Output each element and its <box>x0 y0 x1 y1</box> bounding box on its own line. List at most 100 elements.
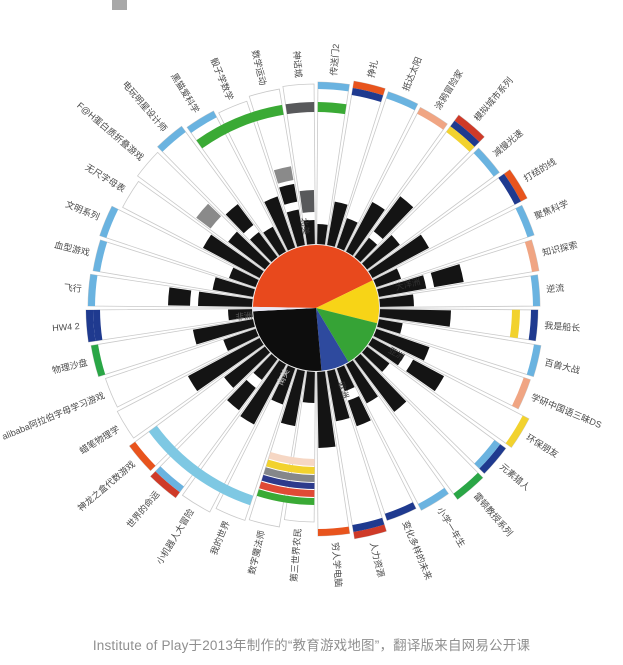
spoke-cap <box>498 173 521 205</box>
spoke-bar <box>368 234 430 278</box>
spoke-label: 元素猎人 <box>498 461 533 493</box>
spoke-bar <box>327 369 350 422</box>
game-spoke <box>248 88 306 248</box>
spoke-bar <box>202 234 264 278</box>
pie-slice <box>253 306 316 312</box>
spoke-label: HW4 2 <box>52 321 80 333</box>
spoke-cap <box>454 115 485 142</box>
spoke-label: 减慢光速 <box>490 127 525 159</box>
spoke-cap <box>450 120 480 147</box>
spoke-cap <box>352 517 385 532</box>
spoke-label: 知识探索 <box>541 239 579 258</box>
spoke-label: 逆流 <box>546 282 565 294</box>
spoke-cap <box>474 440 501 469</box>
spoke-bar <box>273 166 294 184</box>
spoke-bar <box>303 220 315 245</box>
spoke-label: 环保朋友 <box>524 431 560 459</box>
spoke-label: 文明系列 <box>64 198 101 222</box>
spoke-bar <box>362 346 390 372</box>
spoke-bar <box>192 319 255 345</box>
pie-slice <box>316 280 380 324</box>
spoke-bar <box>317 371 336 448</box>
spoke-label: 血型游戏 <box>53 239 91 258</box>
spoke-label: 小机器人大冒险 <box>154 507 196 566</box>
spoke-bar <box>223 328 259 351</box>
spoke-cap <box>317 82 350 92</box>
spoke-bar <box>228 231 270 270</box>
spoke-label: 电玩明星设计师 <box>120 79 169 134</box>
spoke-cap <box>511 377 531 409</box>
spoke-label: 黑猫爱科学 <box>169 71 202 115</box>
spoke-label: 无尺字母表 <box>83 161 127 194</box>
spoke-cap <box>129 441 156 471</box>
spoke-bar <box>373 196 414 239</box>
spoke-label: 涂鸦冒险家 <box>432 67 465 111</box>
spoke-bar <box>212 277 255 297</box>
spoke-bar <box>354 354 407 412</box>
spoke-bar <box>368 338 405 366</box>
spoke-label: 学研中国语三昧DS <box>530 391 604 430</box>
spoke-cap <box>479 444 506 474</box>
spoke-label: 聚焦科学 <box>532 197 569 221</box>
spoke-cap <box>317 526 350 536</box>
spoke-bar <box>373 268 402 288</box>
color-band <box>317 102 347 115</box>
spoke-label: 骰子学数学 <box>209 56 236 102</box>
spoke-bar <box>346 360 378 404</box>
spoke-label: 抵达太阳 <box>400 55 424 92</box>
spoke-cap <box>353 524 387 539</box>
spoke-cap <box>515 205 535 238</box>
color-band <box>266 459 315 474</box>
color-band <box>261 474 315 489</box>
spoke-label: 挣扎 <box>365 58 380 78</box>
spoke-cap <box>93 309 103 341</box>
game-spoke <box>104 327 260 408</box>
spoke-label: 变化多样的未来 <box>400 519 434 581</box>
spoke-label: 打结的线 <box>521 156 557 184</box>
spoke-cap <box>530 274 540 307</box>
spoke-cap <box>505 415 529 448</box>
spoke-label: 模拟城市系列 <box>471 75 514 123</box>
spoke-cap <box>88 274 98 307</box>
spoke-bar <box>198 291 253 307</box>
spoke-label: 世界的命运 <box>124 488 162 529</box>
spoke-label: 神话城 <box>291 50 304 78</box>
pie-slice <box>253 308 322 371</box>
spoke-bar <box>299 190 315 213</box>
spoke-bar <box>250 232 278 262</box>
color-band <box>268 452 315 466</box>
spoke-cap <box>91 344 106 377</box>
spoke-bar <box>187 338 264 392</box>
pie-label: 北美 <box>299 217 311 236</box>
spoke-bar <box>229 267 259 288</box>
spoke-bar <box>354 237 378 262</box>
color-band <box>148 425 254 506</box>
spoke-bar <box>302 371 315 403</box>
spoke-bar <box>263 226 286 256</box>
spoke-bar <box>377 275 427 297</box>
spoke-bar <box>228 309 253 321</box>
color-band <box>285 102 315 115</box>
spoke-cap <box>150 471 180 498</box>
spoke-label: 人力资源 <box>368 541 387 579</box>
spoke-label: 百兽大战 <box>543 356 581 375</box>
color-band <box>263 467 315 482</box>
spoke-bar <box>379 294 414 307</box>
spoke-bar <box>279 183 298 205</box>
color-band <box>509 309 520 339</box>
color-band <box>259 481 315 497</box>
spoke-cap <box>504 169 528 202</box>
pie-slice <box>316 308 378 363</box>
game-spoke <box>215 364 297 521</box>
spoke-bar <box>336 365 355 392</box>
spoke-bar <box>430 264 464 288</box>
color-band <box>196 104 284 149</box>
spoke-bar <box>224 346 270 388</box>
spoke-bar <box>406 359 445 392</box>
spoke-bar <box>377 319 403 334</box>
pie-slice <box>316 308 349 371</box>
spoke-bar <box>264 196 296 251</box>
spoke-label: 数学运动 <box>250 49 269 87</box>
spoke-label: F@H蛋白质折叠游戏 <box>75 100 146 163</box>
